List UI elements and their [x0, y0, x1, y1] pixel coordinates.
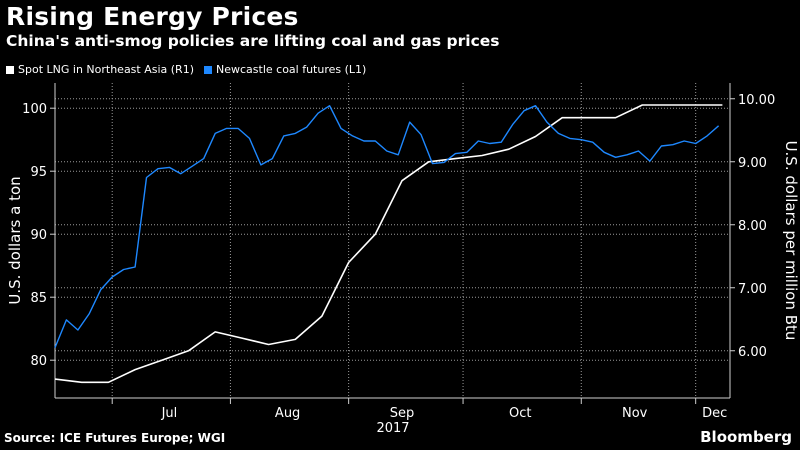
y-left-tick-label-100: 100 [22, 102, 47, 117]
y-left-tick-label-90: 90 [30, 228, 47, 243]
x-tick-label-dec: Dec [702, 406, 727, 421]
y-right-tick-label-8.00: 8.00 [738, 219, 767, 234]
legend: Spot LNG in Northeast Asia (R1) Newcastl… [6, 63, 376, 76]
y-left-tick-label-85: 85 [30, 291, 47, 306]
x-tick-label-oct: Oct [509, 406, 531, 421]
y-left-tick-label-80: 80 [30, 354, 47, 369]
chart-subtitle: China's anti-smog policies are lifting c… [6, 32, 500, 50]
chart-title: Rising Energy Prices [6, 2, 299, 31]
legend-item-coal: Newcastle coal futures (L1) [204, 63, 366, 76]
y-right-tick-label-6.00: 6.00 [738, 345, 767, 360]
legend-label-lng: Spot LNG in Northeast Asia (R1) [18, 63, 194, 76]
y-left-axis-label: U.S. dollars a ton [6, 176, 24, 304]
series-line-lng [54, 104, 723, 384]
y-right-tick-label-9.00: 9.00 [738, 156, 767, 171]
brand-logo: Bloomberg [700, 428, 792, 446]
legend-item-lng: Spot LNG in Northeast Asia (R1) [6, 63, 194, 76]
x-tick-label-sep: Sep [390, 406, 415, 421]
y-right-tick-label-7.00: 7.00 [738, 282, 767, 297]
source-note: Source: ICE Futures Europe; WGI [4, 431, 226, 445]
legend-label-coal: Newcastle coal futures (L1) [216, 63, 367, 76]
x-tick-label-aug: Aug [275, 406, 300, 421]
legend-swatch-coal [204, 65, 212, 74]
legend-swatch-lng [6, 65, 14, 74]
x-tick-label-jul: Jul [161, 406, 178, 421]
y-left-tick-label-95: 95 [30, 165, 47, 180]
x-tick-label-nov: Nov [622, 406, 648, 421]
y-right-tick-label-10.00: 10.00 [738, 93, 775, 108]
x-axis-label: 2017 [376, 421, 409, 436]
y-right-axis-label: U.S. dollars per million Btu [782, 141, 800, 341]
series-line-coal [54, 104, 720, 348]
